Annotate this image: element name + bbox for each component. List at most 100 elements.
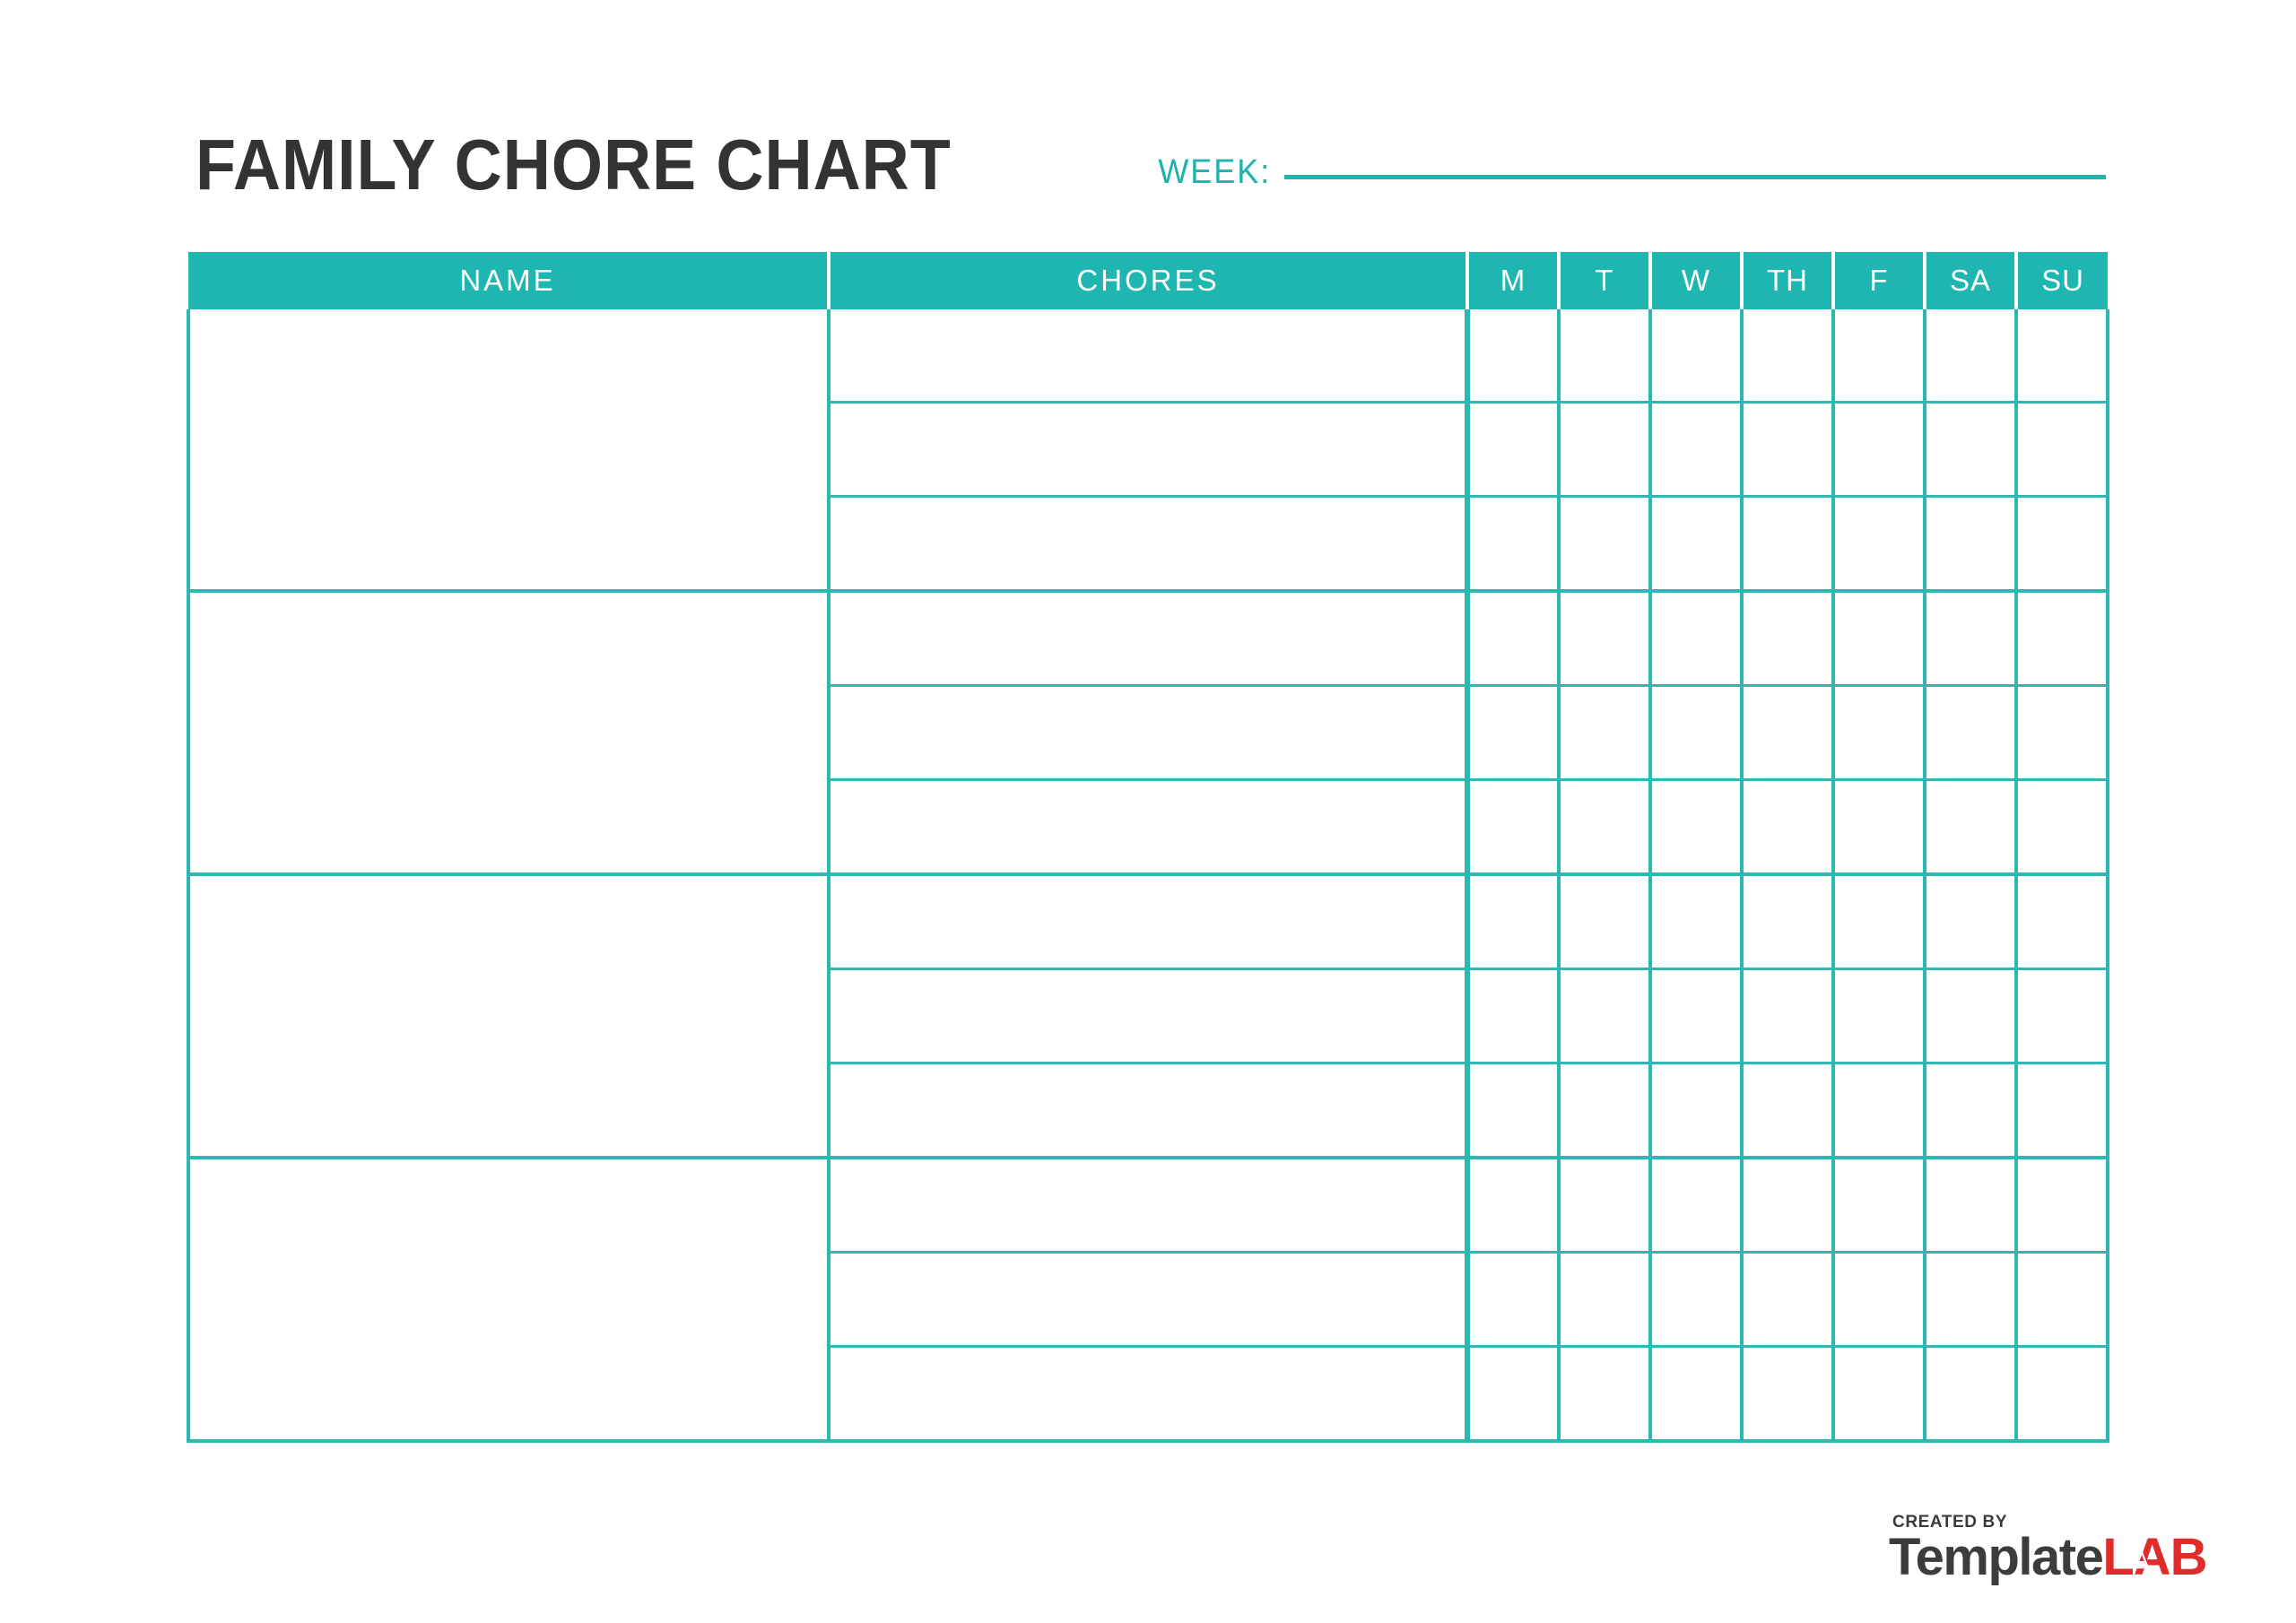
chore-cell[interactable] [829, 874, 1470, 970]
day-checkbox-cell-th[interactable] [1742, 591, 1835, 687]
day-checkbox-cell-w[interactable] [1650, 591, 1744, 687]
day-checkbox-cell-t[interactable] [1559, 591, 1652, 687]
day-checkbox-cell-t[interactable] [1559, 496, 1652, 593]
day-checkbox-cell-f[interactable] [1833, 496, 1926, 593]
day-checkbox-cell-m[interactable] [1467, 1063, 1561, 1159]
day-checkbox-cell-m[interactable] [1467, 874, 1561, 970]
chore-cell[interactable] [829, 1252, 1470, 1348]
day-checkbox-cell-w[interactable] [1650, 874, 1744, 970]
day-checkbox-cell-th[interactable] [1742, 1063, 1835, 1159]
day-checkbox-cell-w[interactable] [1650, 1063, 1744, 1159]
day-checkbox-cell-w[interactable] [1650, 779, 1744, 876]
week-input-line[interactable] [1284, 175, 2106, 179]
chore-cell[interactable] [829, 1063, 1470, 1159]
day-checkbox-cell-sa[interactable] [1925, 968, 2018, 1064]
day-checkbox-cell-f[interactable] [1833, 874, 1926, 970]
day-checkbox-cell-th[interactable] [1742, 874, 1835, 970]
day-checkbox-cell-th[interactable] [1742, 1252, 1835, 1348]
day-checkbox-cell-sa[interactable] [1925, 402, 2018, 498]
day-checkbox-cell-f[interactable] [1833, 1346, 1926, 1443]
day-checkbox-cell-f[interactable] [1833, 309, 1926, 404]
day-checkbox-cell-m[interactable] [1467, 309, 1561, 404]
day-checkbox-cell-m[interactable] [1467, 685, 1561, 781]
day-checkbox-cell-t[interactable] [1559, 685, 1652, 781]
day-checkbox-cell-m[interactable] [1467, 591, 1561, 687]
day-checkbox-cell-m[interactable] [1467, 968, 1561, 1064]
day-checkbox-cell-f[interactable] [1833, 1158, 1926, 1254]
day-checkbox-cell-m[interactable] [1467, 496, 1561, 593]
chore-cell[interactable] [829, 591, 1470, 687]
day-checkbox-cell-su[interactable] [2016, 685, 2109, 781]
name-cell[interactable] [187, 591, 831, 876]
day-checkbox-cell-w[interactable] [1650, 968, 1744, 1064]
day-checkbox-cell-sa[interactable] [1925, 685, 2018, 781]
day-checkbox-cell-t[interactable] [1559, 402, 1652, 498]
day-checkbox-cell-sa[interactable] [1925, 1252, 2018, 1348]
name-cell[interactable] [187, 874, 831, 1159]
day-checkbox-cell-sa[interactable] [1925, 779, 2018, 876]
day-checkbox-cell-su[interactable] [2016, 309, 2109, 404]
chore-cell[interactable] [829, 496, 1470, 593]
day-checkbox-cell-th[interactable] [1742, 496, 1835, 593]
day-checkbox-cell-t[interactable] [1559, 1252, 1652, 1348]
chore-cell[interactable] [829, 1346, 1470, 1443]
day-checkbox-cell-sa[interactable] [1925, 309, 2018, 404]
name-cell[interactable] [187, 309, 831, 593]
day-checkbox-cell-su[interactable] [2016, 496, 2109, 593]
day-checkbox-cell-f[interactable] [1833, 685, 1926, 781]
day-checkbox-cell-th[interactable] [1742, 968, 1835, 1064]
day-checkbox-cell-t[interactable] [1559, 1346, 1652, 1443]
day-checkbox-cell-t[interactable] [1559, 309, 1652, 404]
day-checkbox-cell-m[interactable] [1467, 1158, 1561, 1254]
day-checkbox-cell-w[interactable] [1650, 402, 1744, 498]
day-checkbox-cell-sa[interactable] [1925, 1346, 2018, 1443]
day-checkbox-cell-m[interactable] [1467, 779, 1561, 876]
day-checkbox-cell-sa[interactable] [1925, 874, 2018, 970]
day-checkbox-cell-sa[interactable] [1925, 591, 2018, 687]
day-checkbox-cell-w[interactable] [1650, 1252, 1744, 1348]
day-checkbox-cell-w[interactable] [1650, 685, 1744, 781]
day-checkbox-cell-t[interactable] [1559, 1158, 1652, 1254]
day-checkbox-cell-th[interactable] [1742, 685, 1835, 781]
chore-cell[interactable] [829, 685, 1470, 781]
chore-cell[interactable] [829, 1158, 1470, 1254]
day-checkbox-cell-w[interactable] [1650, 1158, 1744, 1254]
day-checkbox-cell-th[interactable] [1742, 779, 1835, 876]
day-checkbox-cell-m[interactable] [1467, 1346, 1561, 1443]
day-checkbox-cell-th[interactable] [1742, 1346, 1835, 1443]
day-checkbox-cell-su[interactable] [2016, 402, 2109, 498]
day-checkbox-cell-f[interactable] [1833, 968, 1926, 1064]
day-checkbox-cell-t[interactable] [1559, 968, 1652, 1064]
day-checkbox-cell-th[interactable] [1742, 402, 1835, 498]
day-checkbox-cell-sa[interactable] [1925, 496, 2018, 593]
day-checkbox-cell-w[interactable] [1650, 496, 1744, 593]
day-checkbox-cell-su[interactable] [2016, 1063, 2109, 1159]
name-cell[interactable] [187, 1158, 831, 1443]
day-checkbox-cell-m[interactable] [1467, 402, 1561, 498]
day-checkbox-cell-th[interactable] [1742, 1158, 1835, 1254]
day-checkbox-cell-f[interactable] [1833, 591, 1926, 687]
day-checkbox-cell-su[interactable] [2016, 1252, 2109, 1348]
day-checkbox-cell-m[interactable] [1467, 1252, 1561, 1348]
day-checkbox-cell-t[interactable] [1559, 874, 1652, 970]
day-checkbox-cell-f[interactable] [1833, 402, 1926, 498]
day-checkbox-cell-f[interactable] [1833, 1063, 1926, 1159]
day-checkbox-cell-su[interactable] [2016, 968, 2109, 1064]
chore-cell[interactable] [829, 779, 1470, 876]
chore-cell[interactable] [829, 309, 1470, 404]
day-checkbox-cell-su[interactable] [2016, 1158, 2109, 1254]
day-checkbox-cell-f[interactable] [1833, 1252, 1926, 1348]
day-checkbox-cell-su[interactable] [2016, 591, 2109, 687]
day-checkbox-cell-su[interactable] [2016, 874, 2109, 970]
day-checkbox-cell-t[interactable] [1559, 779, 1652, 876]
day-checkbox-cell-t[interactable] [1559, 1063, 1652, 1159]
day-checkbox-cell-w[interactable] [1650, 309, 1744, 404]
day-checkbox-cell-w[interactable] [1650, 1346, 1744, 1443]
day-checkbox-cell-su[interactable] [2016, 779, 2109, 876]
day-checkbox-cell-th[interactable] [1742, 309, 1835, 404]
day-checkbox-cell-sa[interactable] [1925, 1063, 2018, 1159]
day-checkbox-cell-sa[interactable] [1925, 1158, 2018, 1254]
day-checkbox-cell-f[interactable] [1833, 779, 1926, 876]
chore-cell[interactable] [829, 402, 1470, 498]
day-checkbox-cell-su[interactable] [2016, 1346, 2109, 1443]
